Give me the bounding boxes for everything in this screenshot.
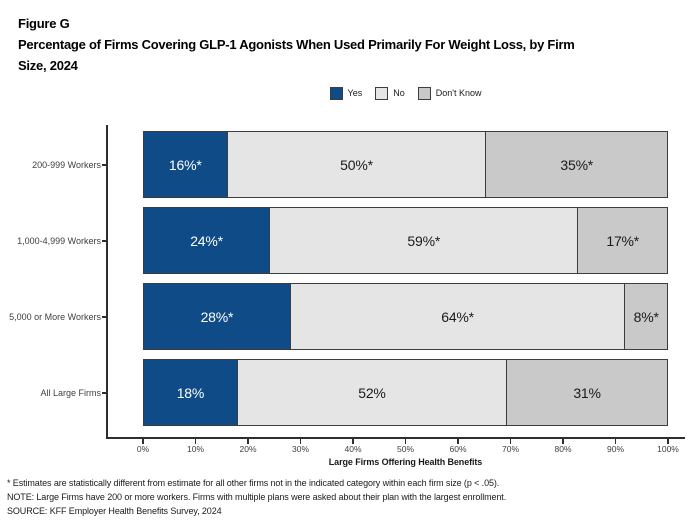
x-tick-mark xyxy=(509,439,512,444)
category-label: 5,000 or More Workers xyxy=(9,311,101,322)
category-tick-mark xyxy=(102,239,107,242)
x-tick-label: 90% xyxy=(606,444,624,454)
figure-label: Figure G xyxy=(18,16,70,31)
legend-item-don-t-know: Don't Know xyxy=(417,86,482,100)
footnotes: * Estimates are statistically different … xyxy=(7,476,695,518)
bar-row: 18% 52% 31% xyxy=(143,359,668,426)
x-tick-mark xyxy=(352,439,354,444)
bar-segment-label: 17%* xyxy=(606,232,640,249)
x-tick-label: 70% xyxy=(501,444,519,454)
legend: Yes No Don't Know xyxy=(143,85,668,101)
bar-segment-label: 16%* xyxy=(168,156,202,173)
bar-segment-label: 24%* xyxy=(190,232,223,249)
bar-segment-no: 52% xyxy=(236,360,507,425)
bar-segment-yes: 24%* xyxy=(144,208,270,273)
bar-segment-don-t-know: 17%* xyxy=(577,208,667,273)
bar-segment-label: 50%* xyxy=(340,156,373,173)
figure-title-line1: Percentage of Firms Covering GLP-1 Agoni… xyxy=(18,37,575,52)
x-tick-mark xyxy=(299,439,302,444)
bar-segment-no: 50%* xyxy=(226,132,486,197)
category-label: All Large Firms xyxy=(40,387,101,398)
bar-segment-label: 18% xyxy=(176,384,205,401)
bar-segment-label: 35%* xyxy=(560,156,594,173)
x-tick-mark xyxy=(404,439,407,444)
category-label: 1,000-4,999 Workers xyxy=(17,235,101,246)
bar-segment-no: 59%* xyxy=(269,208,578,273)
footnote-note: NOTE: Large Firms have 200 or more worke… xyxy=(7,492,507,502)
bar-segment-yes: 18% xyxy=(144,360,237,425)
category-tick-mark xyxy=(102,315,107,318)
x-tick-label: 30% xyxy=(291,444,309,454)
x-tick-mark xyxy=(457,439,459,444)
footnote-source: SOURCE: KFF Employer Health Benefits Sur… xyxy=(7,506,222,516)
bar-segment-yes: 28%* xyxy=(144,284,290,349)
y-axis-line xyxy=(106,125,108,438)
figure-title-line2: Size, 2024 xyxy=(18,58,78,73)
legend-label: Don't Know xyxy=(435,88,482,98)
bar-segment-label: 28%* xyxy=(200,308,234,325)
bar-segment-yes: 16%* xyxy=(144,132,227,197)
footnote-estimates: * Estimates are statistically different … xyxy=(7,478,500,488)
bar-segment-label: 52% xyxy=(358,384,386,401)
legend-item-yes: Yes xyxy=(329,86,363,100)
x-tick-mark xyxy=(247,439,249,444)
bar-segment-don-t-know: 35%* xyxy=(485,132,667,197)
x-tick-label: 50% xyxy=(396,444,414,454)
legend-swatch xyxy=(375,86,389,100)
bar-segment-label: 64%* xyxy=(441,308,474,325)
x-tick-label: 60% xyxy=(449,444,467,454)
bar-segment-don-t-know: 8%* xyxy=(624,284,667,349)
legend-swatch xyxy=(417,86,431,100)
category-label: 200-999 Workers xyxy=(32,159,101,170)
x-tick-mark xyxy=(142,439,144,444)
x-tick-label: 10% xyxy=(186,444,204,454)
title-block: Figure G Percentage of Firms Covering GL… xyxy=(18,13,678,76)
x-tick-mark xyxy=(614,439,617,444)
bar-row: 28%* 64%* 8%* xyxy=(143,283,668,350)
category-tick-mark xyxy=(102,163,107,166)
x-tick-mark xyxy=(562,439,564,444)
category-tick-mark xyxy=(102,391,107,394)
legend-label: Yes xyxy=(347,88,363,98)
x-axis-title: Large Firms Offering Health Benefits xyxy=(328,457,483,467)
x-axis-line xyxy=(106,437,685,439)
legend-label: No xyxy=(393,88,405,98)
legend-swatch xyxy=(329,86,343,100)
x-tick-mark xyxy=(194,439,197,444)
x-tick-label: 80% xyxy=(554,444,572,454)
x-tick-mark xyxy=(667,439,669,444)
bar-row: 24%* 59%* 17%* xyxy=(143,207,668,274)
x-tick-label: 100% xyxy=(657,444,679,454)
bar-segment-label: 31% xyxy=(573,384,601,401)
x-tick-label: 0% xyxy=(136,444,150,454)
bar-row: 16%* 50%* 35%* xyxy=(143,131,668,198)
bar-segment-no: 64%* xyxy=(289,284,625,349)
bar-segment-label: 59%* xyxy=(407,232,441,249)
bar-segment-don-t-know: 31% xyxy=(506,360,667,425)
x-tick-label: 40% xyxy=(344,444,362,454)
bar-segment-label: 8%* xyxy=(633,308,659,325)
legend-item-no: No xyxy=(375,86,405,100)
x-tick-label: 20% xyxy=(239,444,257,454)
